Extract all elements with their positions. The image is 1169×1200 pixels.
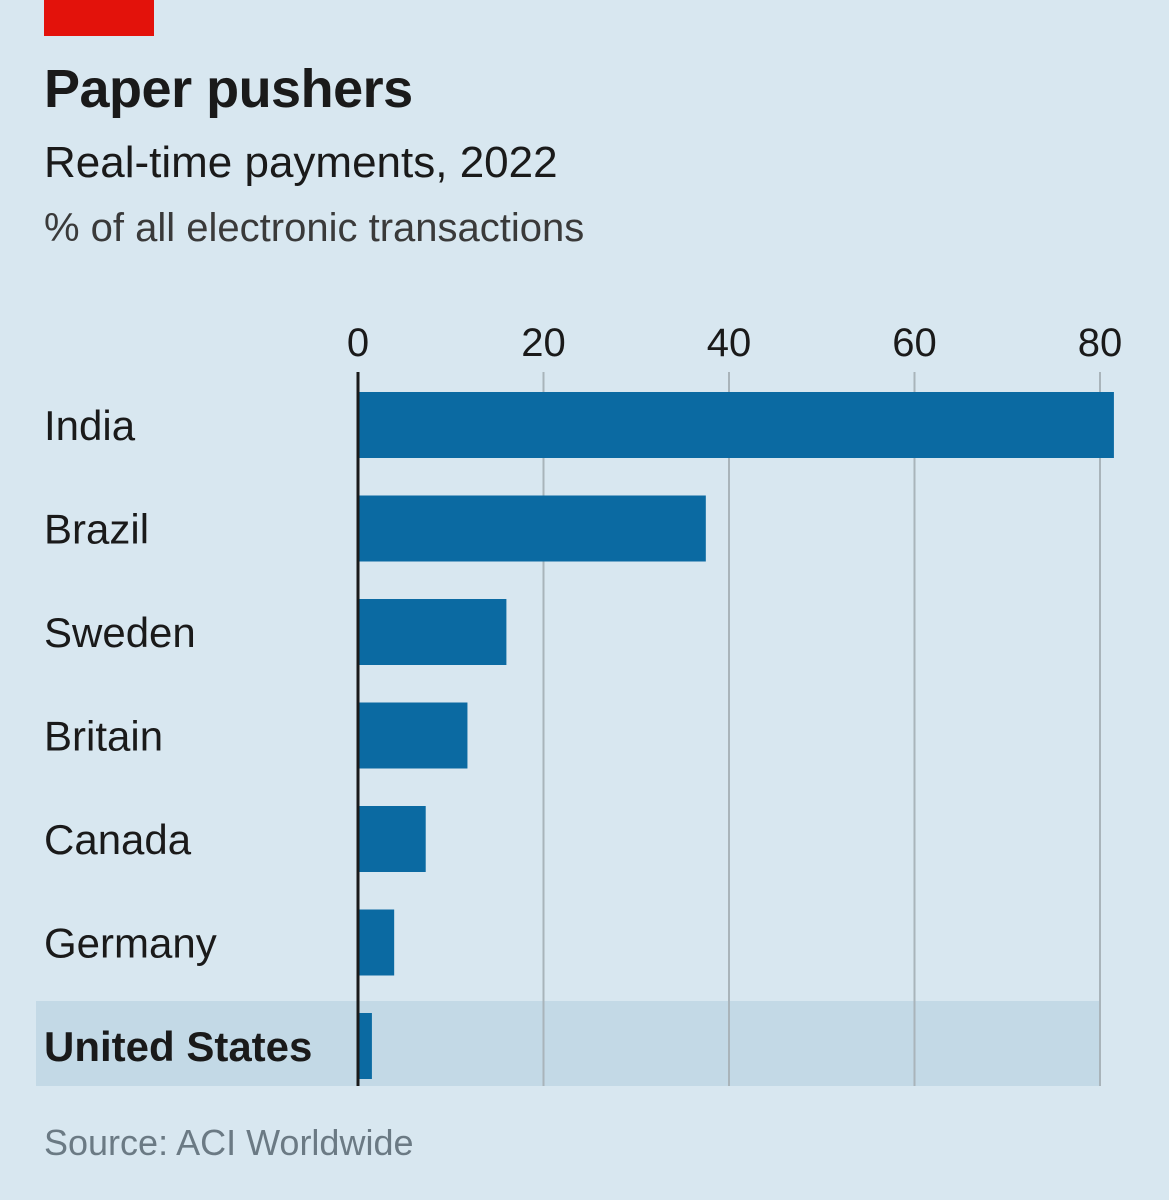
- accent-tag: [44, 0, 154, 36]
- x-tick-label: 40: [707, 321, 752, 365]
- unit-label: % of all electronic transactions: [44, 206, 585, 250]
- category-label: Britain: [44, 713, 163, 760]
- category-label: Germany: [44, 920, 217, 967]
- category-label: United States: [44, 1023, 312, 1070]
- x-tick-label: 0: [347, 321, 369, 365]
- bar: [358, 702, 468, 769]
- bar: [358, 392, 1114, 458]
- chart-subtitle: Real-time payments, 2022: [44, 138, 558, 187]
- bar: [358, 1013, 372, 1079]
- x-tick-label: 60: [892, 321, 937, 365]
- bar-chart: 0 20 40 60 80 India Brazil Sweden Britain Canada G…: [36, 321, 1123, 1086]
- chart-title: Paper pushers: [44, 59, 413, 119]
- category-label: Canada: [44, 816, 192, 863]
- category-label: Brazil: [44, 506, 149, 553]
- x-tick-label: 20: [521, 321, 566, 365]
- bar: [358, 806, 426, 872]
- category-label: India: [44, 402, 136, 449]
- highlight-band: [36, 1001, 1100, 1086]
- bar: [358, 495, 706, 562]
- bar: [358, 599, 507, 665]
- bar: [358, 909, 395, 976]
- category-label: Sweden: [44, 609, 196, 656]
- x-tick-label: 80: [1078, 321, 1123, 365]
- source-note: Source: ACI Worldwide: [44, 1122, 414, 1163]
